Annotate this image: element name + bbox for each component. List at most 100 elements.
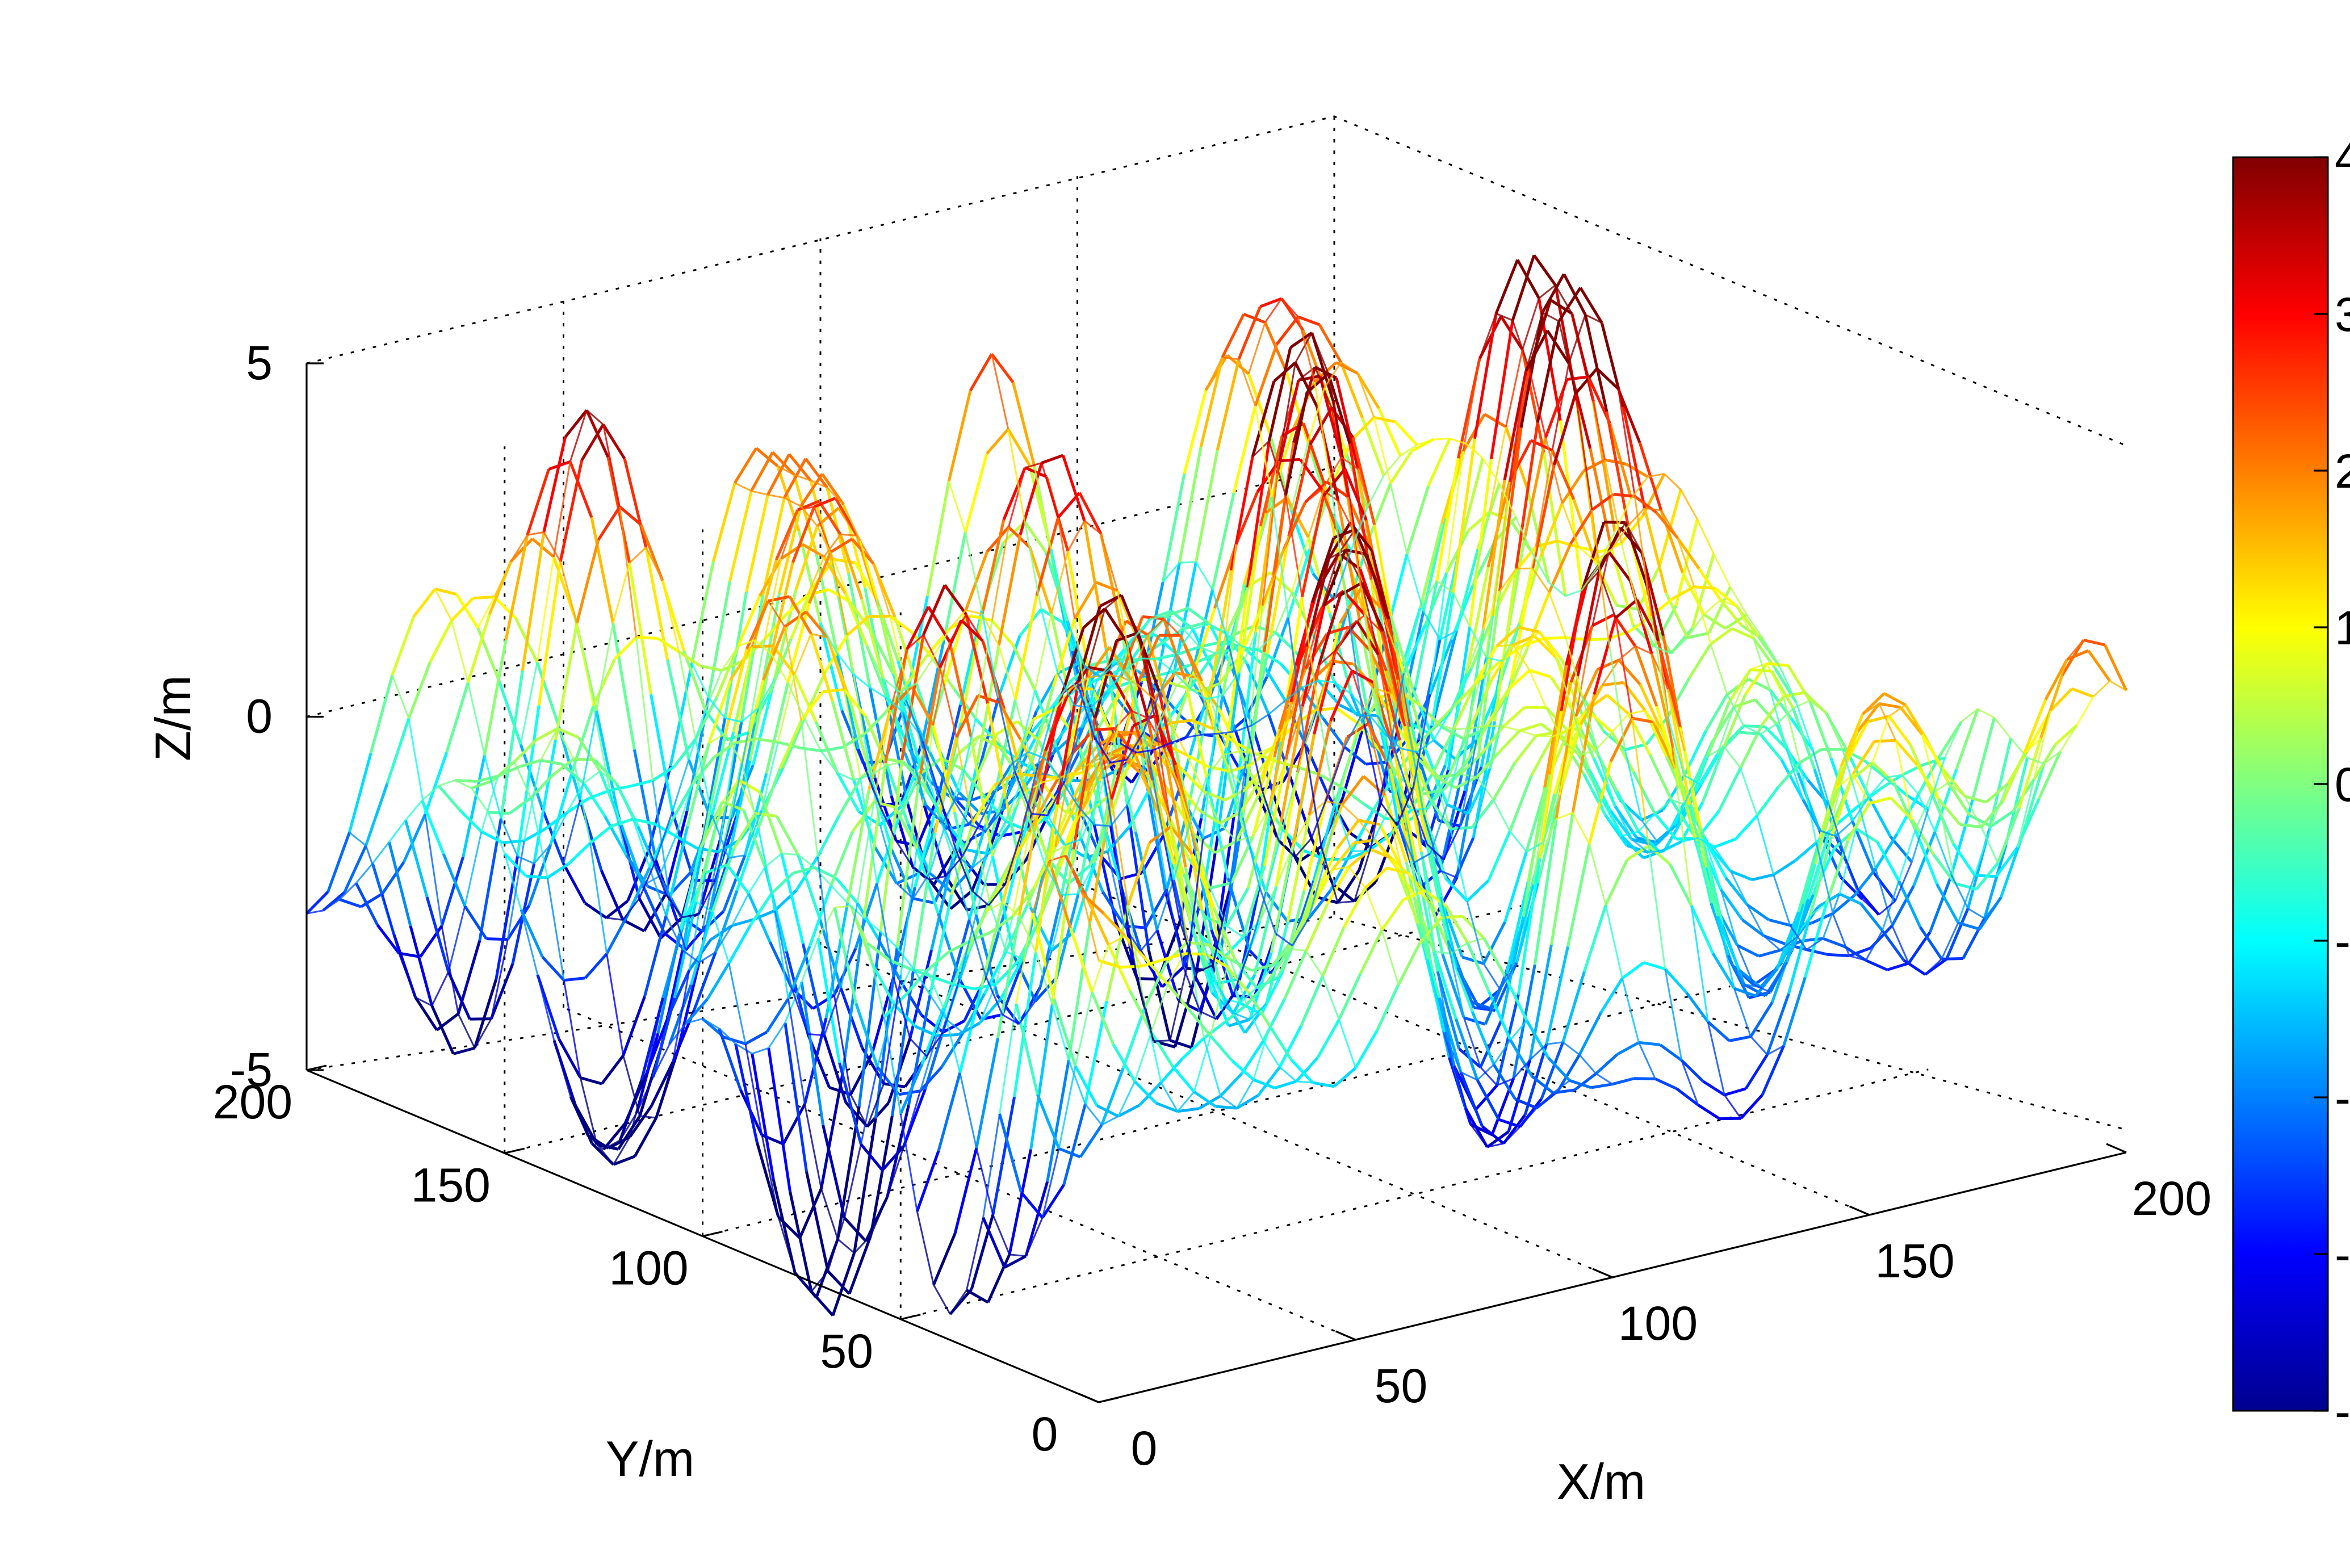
rough-surface <box>305 254 2128 1317</box>
surface-segment <box>863 917 881 933</box>
surface-segment <box>1436 971 1455 1067</box>
surface-segment <box>1180 795 1199 852</box>
surface-segment <box>1568 710 1587 730</box>
surface-segment <box>1654 799 1672 815</box>
surface-segment <box>1403 726 1428 841</box>
colorbar-tick-label: - <box>2335 1385 2350 1438</box>
surface-segment <box>787 998 806 1105</box>
surface-segment <box>1393 775 1412 811</box>
surface-segment <box>414 996 438 1031</box>
surface-segment <box>601 1054 625 1085</box>
surface-segment <box>1041 454 1064 464</box>
surface-segment <box>1380 631 1399 680</box>
surface-segment <box>988 901 1007 952</box>
surface-segment <box>838 1062 862 1145</box>
surface-segment <box>723 1035 746 1046</box>
surface-segment <box>627 867 651 915</box>
surface-segment <box>1746 904 1765 937</box>
surface-segment <box>1635 645 1652 655</box>
surface-segment <box>1121 1007 1146 1069</box>
surface-segment <box>965 614 984 642</box>
surface-segment <box>1888 704 1906 717</box>
surface-segment <box>1808 836 1833 916</box>
surface-segment <box>533 844 551 865</box>
surface-segment <box>721 645 739 671</box>
surface-segment <box>1851 796 1870 822</box>
surface-segment <box>1386 866 1409 875</box>
surface-segment <box>1170 825 1193 856</box>
surface-segment <box>1011 832 1030 917</box>
surface-segment <box>1714 587 1738 608</box>
surface-segment <box>1561 502 1580 548</box>
surface-segment <box>1330 485 1349 609</box>
surface-segment <box>1731 627 1754 640</box>
surface-segment <box>985 976 1003 1015</box>
surface-segment <box>1927 757 1946 810</box>
surface-segment <box>487 812 506 854</box>
surface-segment <box>1727 955 1745 985</box>
surface-segment <box>1100 533 1119 591</box>
surface-segment <box>1353 847 1372 902</box>
surface-segment <box>1186 753 1209 768</box>
surface-segment <box>665 915 684 951</box>
surface-segment <box>1151 670 1174 679</box>
surface-segment <box>1245 980 1270 1006</box>
surface-segment <box>645 547 664 581</box>
surface-segment <box>1453 1066 1472 1125</box>
surface-segment <box>774 889 798 912</box>
surface-segment <box>1541 273 1565 313</box>
surface-segment <box>628 563 652 695</box>
surface-segment <box>1360 582 1385 632</box>
surface-segment <box>665 893 683 918</box>
y-tick-label: 50 <box>820 1324 873 1378</box>
surface-segment <box>1578 1012 1602 1056</box>
surface-segment <box>1548 581 1566 597</box>
surface-segment <box>1174 972 1198 1047</box>
surface-segment <box>652 1043 671 1078</box>
surface-segment <box>1806 948 1829 956</box>
surface-segment <box>978 824 1001 837</box>
surface-segment <box>1604 459 1623 544</box>
surface-segment <box>1371 550 1389 619</box>
surface-segment <box>1048 845 1066 856</box>
surface-segment <box>895 784 920 948</box>
surface-segment <box>698 880 716 915</box>
surface-segment <box>1741 919 1765 937</box>
surface-segment <box>1517 858 1541 995</box>
surface-segment <box>997 534 1022 646</box>
surface-segment <box>1184 680 1208 778</box>
surface-segment <box>1861 692 1886 715</box>
surface-segment <box>2109 680 2127 691</box>
surface-segment <box>1314 661 1333 710</box>
surface-segment <box>1838 828 1857 894</box>
surface-segment <box>1450 953 1474 1013</box>
surface-segment <box>606 917 623 921</box>
surface-segment <box>1597 531 1616 567</box>
surface-segment <box>577 736 601 772</box>
surface-segment <box>1579 287 1603 324</box>
surface-segment <box>760 741 779 811</box>
surface-segment <box>1339 581 1363 597</box>
surface-segment <box>988 820 1007 854</box>
surface-segment <box>734 447 758 484</box>
x-tick-label: 0 <box>1131 1422 1158 1475</box>
surface-segment <box>1332 866 1349 871</box>
surface-segment <box>1266 971 1284 1004</box>
surface-segment <box>823 1034 848 1103</box>
surface-segment <box>1164 941 1189 964</box>
surface-segment <box>1601 659 1620 686</box>
surface-segment <box>1182 966 1201 1012</box>
surface-segment <box>1528 945 1553 1060</box>
surface-segment <box>1209 623 1226 634</box>
surface-segment <box>950 823 974 895</box>
surface-segment <box>1039 694 1064 796</box>
z-tick-label: 0 <box>246 690 273 743</box>
surface-segment <box>1335 649 1353 672</box>
surface-segment <box>1203 1038 1221 1097</box>
surface-segment <box>638 860 657 899</box>
surface-segment <box>1967 908 1985 920</box>
surface-segment <box>2021 763 2046 836</box>
surface-segment <box>526 468 550 536</box>
surface-segment <box>926 481 950 597</box>
surface-segment <box>1203 1020 1226 1039</box>
